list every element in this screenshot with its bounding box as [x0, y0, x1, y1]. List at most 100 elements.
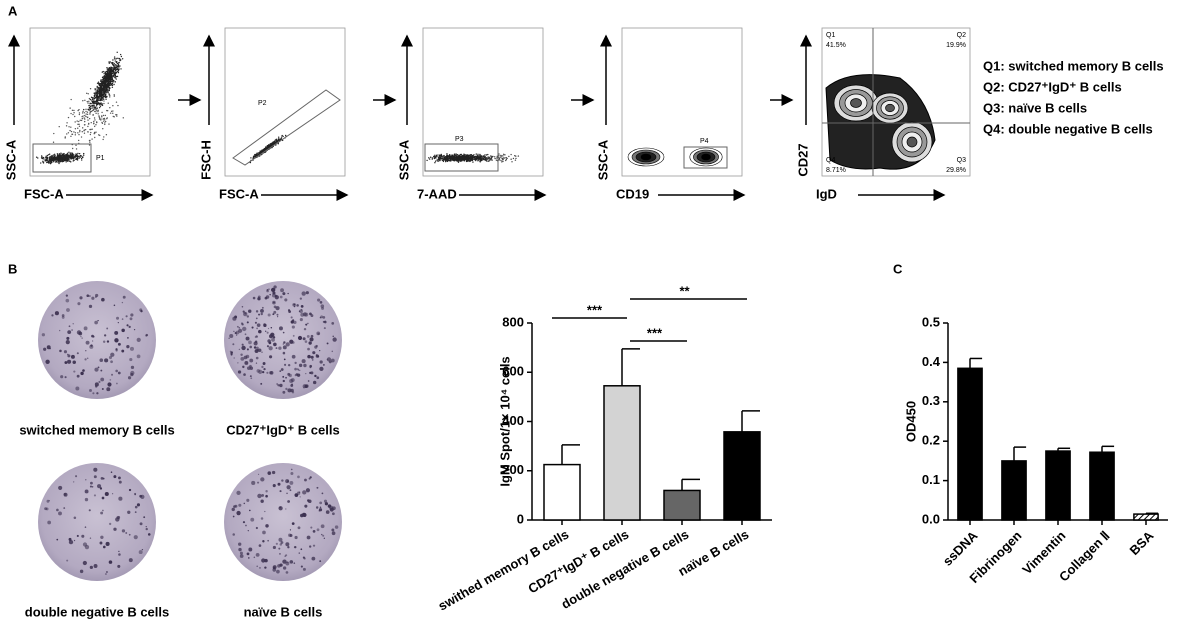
event-dot	[460, 153, 462, 156]
event-dot	[85, 110, 87, 113]
spot	[256, 336, 259, 338]
event-dot	[81, 117, 84, 120]
event-dot	[510, 153, 512, 156]
spot	[304, 478, 307, 482]
spot	[110, 352, 115, 357]
event-dot	[455, 157, 457, 159]
event-dot	[105, 89, 107, 92]
spot	[97, 366, 100, 369]
event-dot	[112, 68, 114, 71]
event-dot	[105, 134, 108, 136]
spot	[302, 337, 306, 341]
spot	[260, 308, 264, 313]
event-dot	[110, 81, 112, 83]
event-dot	[94, 136, 96, 139]
event-dot	[93, 97, 96, 100]
spot	[73, 539, 76, 542]
event-dot	[120, 68, 122, 70]
spot	[265, 524, 269, 528]
spot	[277, 384, 280, 387]
event-dot	[56, 159, 58, 161]
spot	[309, 337, 314, 342]
event-dot	[256, 152, 258, 154]
spot	[247, 529, 249, 532]
event-dot	[88, 144, 91, 146]
event-dot	[101, 93, 103, 96]
bar	[1133, 513, 1159, 521]
event-dot	[268, 144, 270, 147]
event-dot	[93, 107, 95, 109]
event-dot	[118, 61, 120, 64]
event-dot	[278, 139, 280, 142]
spot	[265, 330, 267, 332]
spot	[292, 319, 295, 322]
spot	[243, 502, 246, 505]
event-dot	[40, 155, 43, 157]
event-dot	[437, 154, 439, 156]
spot	[139, 308, 143, 312]
event-dot	[437, 160, 439, 162]
event-dot	[463, 160, 465, 162]
spot	[271, 293, 276, 298]
spot	[248, 340, 252, 345]
spot	[67, 354, 71, 358]
event-dot	[89, 98, 92, 101]
bar	[1089, 451, 1115, 521]
contour	[906, 136, 918, 148]
event-dot	[108, 73, 111, 75]
spot	[276, 383, 278, 385]
spot	[312, 529, 316, 533]
event-dot	[433, 155, 435, 158]
y-tick-label: 0.4	[922, 354, 941, 369]
spot	[320, 524, 325, 529]
event-dot	[116, 75, 119, 78]
event-dot	[504, 154, 506, 156]
event-dot	[440, 157, 443, 160]
spot	[60, 375, 64, 379]
quadrant-name: Q2	[957, 32, 966, 39]
event-dot	[105, 98, 107, 100]
spot	[100, 476, 104, 480]
event-dot	[80, 136, 83, 138]
spot	[90, 481, 93, 485]
spot	[298, 491, 301, 494]
spot	[43, 347, 47, 351]
spot	[100, 369, 103, 372]
spot	[319, 366, 324, 371]
event-dot	[101, 80, 103, 82]
spot	[314, 374, 317, 378]
spot	[246, 315, 250, 318]
event-dot	[276, 140, 278, 142]
event-dot	[72, 158, 74, 160]
spot	[238, 547, 242, 552]
event-dot	[109, 69, 112, 71]
event-dot	[99, 85, 102, 87]
event-dot	[68, 151, 70, 154]
event-dot	[481, 156, 483, 159]
spot	[141, 548, 144, 551]
event-dot	[447, 158, 449, 160]
event-dot	[89, 133, 92, 136]
event-dot	[103, 80, 105, 83]
event-dot	[505, 159, 507, 162]
event-dot	[502, 153, 505, 155]
event-dot	[67, 157, 69, 159]
event-dot	[91, 100, 94, 103]
event-dot	[78, 112, 81, 114]
spot	[136, 337, 141, 343]
spot	[232, 533, 235, 536]
event-dot	[81, 127, 84, 129]
event-dot	[79, 129, 81, 132]
spot	[67, 359, 72, 364]
event-dot	[111, 80, 114, 83]
event-dot	[109, 61, 111, 63]
event-dot	[426, 159, 428, 162]
event-dot	[106, 67, 108, 69]
event-dot	[104, 81, 106, 84]
event-dot	[100, 119, 102, 121]
spot	[232, 515, 235, 518]
event-dot	[75, 153, 77, 155]
spot	[243, 373, 246, 376]
spot	[91, 334, 94, 338]
event-dot	[66, 133, 68, 135]
